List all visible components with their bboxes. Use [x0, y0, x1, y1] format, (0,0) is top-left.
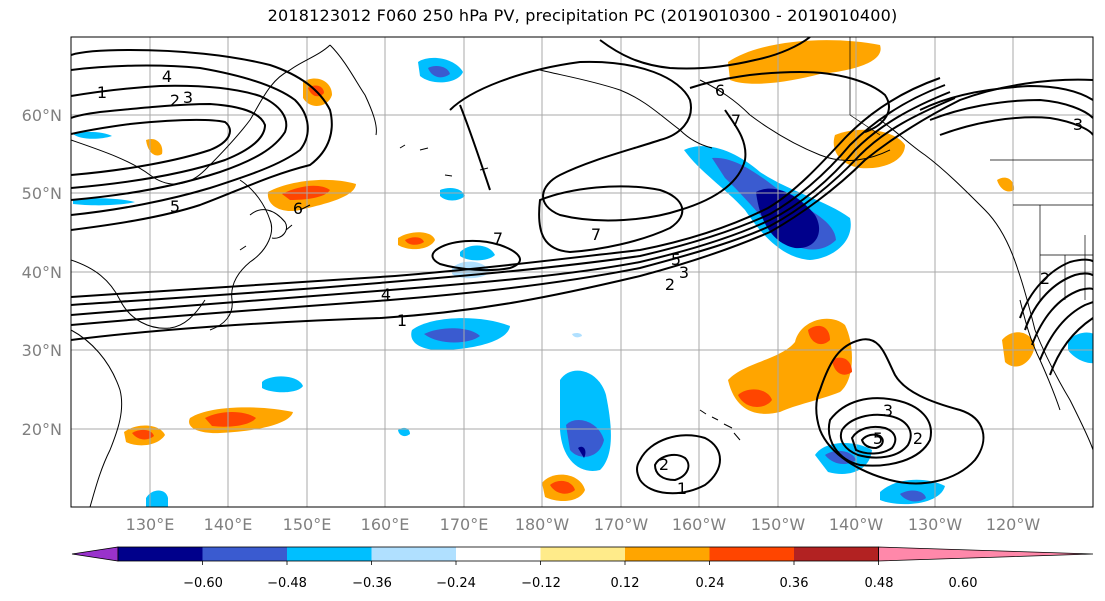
- precip-negative-region: [424, 328, 480, 343]
- lon-label: 120°W: [986, 515, 1041, 534]
- colorbar-tick-label: −0.24: [436, 576, 476, 591]
- colorbar-swatch: [202, 547, 288, 561]
- contour-label: 4: [162, 67, 172, 86]
- contour-label: 1: [397, 311, 407, 330]
- precip-negative-region: [756, 188, 820, 249]
- colorbar-ticks: [202, 561, 879, 565]
- contour-label: 3: [183, 88, 193, 107]
- graticule: [71, 37, 1093, 507]
- precip-negative-region: [440, 188, 465, 201]
- colorbar-tick-label: 0.12: [611, 576, 640, 591]
- contour-label: 2: [665, 275, 675, 294]
- lon-label: 180°W: [515, 515, 570, 534]
- contour-label: 7: [493, 229, 503, 248]
- colorbar-swatch: [794, 547, 879, 561]
- colorbar-swatch: [456, 547, 541, 561]
- lat-label: 30°N: [22, 341, 62, 360]
- precip-positive-region: [997, 177, 1015, 192]
- lon-label: 150°E: [283, 515, 332, 534]
- precip-positive-region: [738, 389, 772, 407]
- precip-positive-region: [132, 429, 154, 440]
- colorbar-tick-labels: −0.60 −0.48 −0.36 −0.24 −0.12 0.12 0.24 …: [183, 576, 977, 591]
- precip-negative-region: [73, 131, 112, 139]
- contour-label: 6: [293, 199, 303, 218]
- lon-label: 160°W: [672, 515, 727, 534]
- contour-label: 7: [591, 225, 601, 244]
- contour-label: 7: [731, 111, 741, 130]
- precip-positive-region: [550, 480, 575, 494]
- precip-negative-region: [146, 490, 168, 507]
- contour-label: 5: [873, 429, 883, 448]
- colorbar-swatch: [371, 547, 457, 561]
- map-frame: [70, 36, 1094, 508]
- colorbar-tick-label: 0.60: [949, 576, 978, 591]
- colorbar-swatch: [118, 547, 203, 561]
- colorbar-tick-label: 0.48: [865, 576, 894, 591]
- precip-negative-region: [578, 446, 586, 458]
- contour-label: 2: [170, 91, 180, 110]
- precip-positive-region: [833, 129, 905, 169]
- lat-label: 50°N: [22, 184, 62, 203]
- lon-label: 140°W: [829, 515, 884, 534]
- contour-label: 1: [97, 83, 107, 102]
- lat-label: 40°N: [22, 263, 62, 282]
- lon-label: 160°E: [361, 515, 410, 534]
- colorbar-extend-max: [878, 546, 1094, 562]
- contour-label: 3: [883, 401, 893, 420]
- colorbar-outline: [117, 546, 879, 562]
- contour-label: 2: [913, 429, 923, 448]
- colorbar-swatch: [709, 547, 795, 561]
- lon-label: 170°W: [594, 515, 649, 534]
- contour-label: 6: [715, 81, 725, 100]
- lon-label: 140°E: [204, 515, 253, 534]
- longitude-labels: 130°E 140°E 150°E 160°E 170°E 180°W 170°…: [126, 515, 1041, 534]
- colorbar-tick-label: 0.36: [780, 576, 809, 591]
- colorbar-swatch: [540, 547, 626, 561]
- colorbar-swatches: [71, 546, 1094, 562]
- precip-negative-region: [73, 198, 135, 206]
- lat-label: 60°N: [22, 106, 62, 125]
- precip-positive-region: [832, 357, 852, 375]
- precip-negative-region: [460, 245, 495, 261]
- contour-label: 2: [1040, 269, 1050, 288]
- precip-negative-region: [1068, 332, 1093, 364]
- colorbar: −0.60 −0.48 −0.36 −0.24 −0.12 0.12 0.24 …: [71, 546, 1094, 591]
- colorbar-extend-min: [71, 546, 119, 562]
- lon-label: 130°E: [126, 515, 175, 534]
- contour-label: 3: [679, 263, 689, 282]
- colorbar-swatch: [625, 547, 710, 561]
- colorbar-tick-label: −0.12: [521, 576, 561, 591]
- map-title: 2018123012 F060 250 hPa PV, precipitatio…: [267, 6, 898, 25]
- colorbar-swatch: [287, 547, 372, 561]
- contour-label: 4: [381, 285, 391, 304]
- lon-label: 130°W: [908, 515, 963, 534]
- contour-label: 5: [170, 197, 180, 216]
- contour-label: 3: [1073, 115, 1083, 134]
- precip-negative-region: [900, 490, 926, 502]
- colorbar-tick-label: −0.60: [183, 576, 223, 591]
- colorbar-tick-label: −0.36: [352, 576, 392, 591]
- lon-label: 150°W: [751, 515, 806, 534]
- colorbar-tick-label: −0.48: [267, 576, 307, 591]
- colorbar-tick-label: 0.24: [696, 576, 725, 591]
- precip-positive-region: [1002, 332, 1035, 367]
- contour-label: 1: [677, 479, 687, 498]
- lon-label: 170°E: [440, 515, 489, 534]
- lat-label: 20°N: [22, 420, 62, 439]
- precip-negative-region: [262, 376, 303, 393]
- precip-negative-region: [428, 66, 450, 78]
- precip-negative-region: [398, 427, 410, 437]
- contour-labels: 1 2 3 4 5 6 7 1 2 3 4 5 6 7 7 3 2 5 1 2 …: [97, 67, 1083, 498]
- latitude-labels: 60°N 50°N 40°N 30°N 20°N: [22, 106, 62, 439]
- pv-contours: [71, 37, 1093, 495]
- precip-positive-region: [405, 237, 424, 245]
- precip-negative-region: [572, 332, 582, 338]
- contour-label: 2: [659, 455, 669, 474]
- precip-positive-region: [205, 412, 256, 427]
- precip-positive-region: [808, 325, 830, 345]
- contour-label: 5: [671, 250, 681, 269]
